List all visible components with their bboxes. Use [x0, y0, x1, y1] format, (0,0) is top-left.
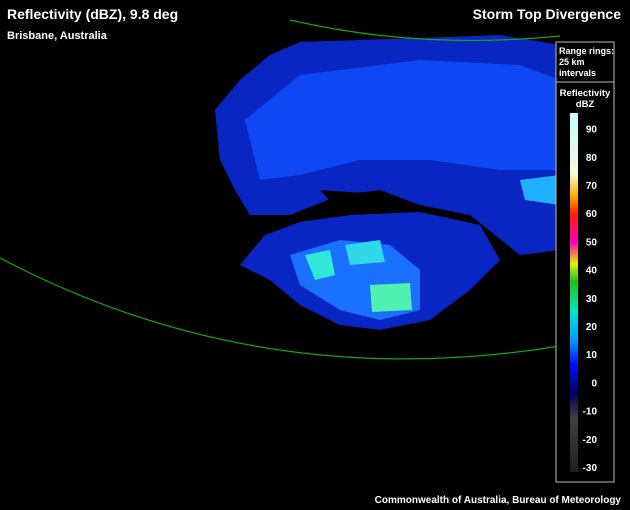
legend-tick: 90 [586, 125, 598, 136]
legend-tick: 0 [591, 378, 597, 389]
legend-tick: -20 [583, 435, 598, 446]
legend-tick: 70 [586, 181, 598, 192]
legend-tick: 10 [586, 350, 598, 361]
product: Storm Top Divergence [473, 6, 622, 22]
legend-tick: 60 [586, 209, 598, 220]
legend-tick: 20 [586, 322, 598, 333]
range-ring [0, 257, 561, 360]
color-bar [570, 113, 578, 472]
legend-tick: 50 [586, 237, 598, 248]
echoes [215, 35, 560, 330]
legend-tick: 80 [586, 153, 598, 164]
legend-tick: -30 [583, 463, 598, 474]
title: Reflectivity (dBZ), 9.8 deg [7, 6, 178, 22]
range-note: Range rings: 25 km intervals [559, 46, 614, 78]
legend-tick: -10 [583, 407, 598, 418]
legend-title: Reflectivity dBZ [560, 88, 611, 110]
range-ring [289, 19, 561, 42]
legend-tick: 40 [586, 266, 598, 277]
legend-box [555, 41, 615, 483]
location: Brisbane, Australia [7, 30, 108, 42]
credit: Commonwealth of Australia, Bureau of Met… [375, 495, 622, 506]
legend-tick: 30 [586, 294, 598, 305]
